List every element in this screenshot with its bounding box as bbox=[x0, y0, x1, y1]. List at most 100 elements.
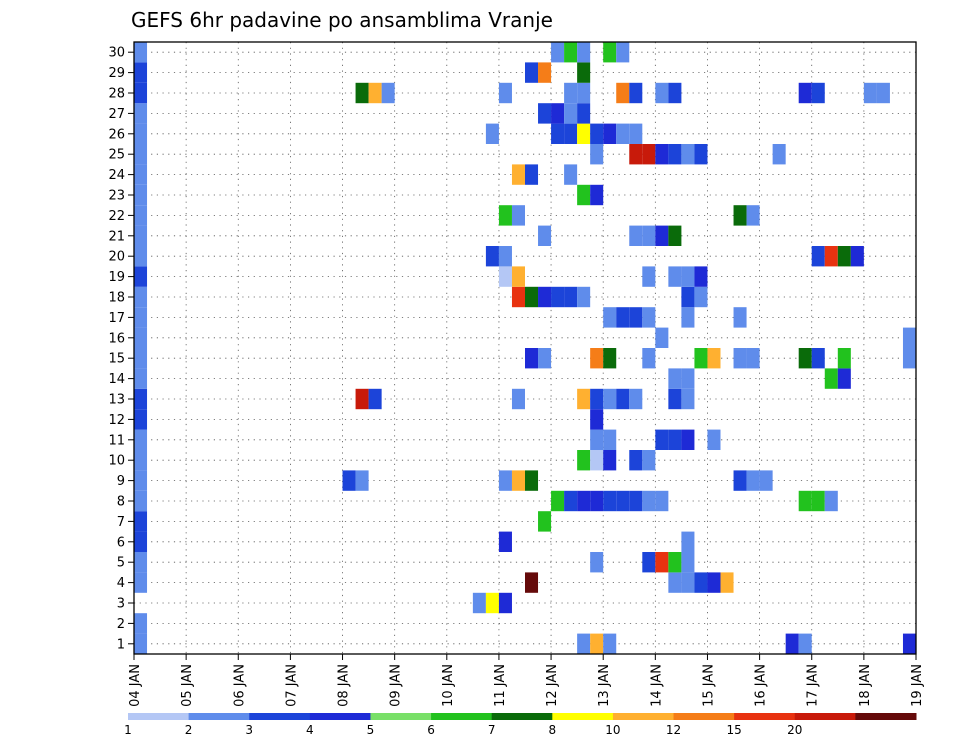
precip-cell bbox=[538, 286, 552, 308]
precip-cell bbox=[525, 286, 539, 308]
precip-cell bbox=[655, 552, 669, 573]
precip-cell bbox=[681, 286, 695, 308]
precip-cell bbox=[577, 184, 591, 206]
precip-cell bbox=[551, 490, 565, 512]
x-tick-label: 06 JAN bbox=[232, 664, 247, 707]
precip-cell bbox=[655, 429, 669, 450]
precip-cell bbox=[577, 62, 591, 83]
precip-cell bbox=[642, 266, 656, 287]
precip-cell bbox=[616, 123, 630, 144]
precip-cell bbox=[355, 470, 369, 491]
precip-cell bbox=[134, 531, 148, 552]
colorbar-swatch bbox=[612, 713, 675, 720]
precip-cell bbox=[694, 144, 708, 165]
y-tick-label: 1 bbox=[117, 637, 125, 652]
precip-cell bbox=[629, 450, 643, 471]
precip-cell bbox=[551, 286, 565, 308]
precip-cell bbox=[134, 490, 148, 512]
colorbar-label: 7 bbox=[488, 723, 496, 737]
precip-cell bbox=[577, 490, 591, 512]
precip-cell bbox=[642, 490, 656, 512]
colorbar-swatch bbox=[794, 713, 856, 720]
colorbar-label: 15 bbox=[727, 723, 742, 737]
precip-cell bbox=[134, 205, 148, 226]
precip-cell bbox=[525, 572, 539, 593]
x-tick-label: 14 JAN bbox=[649, 664, 664, 707]
colorbar-label: 4 bbox=[306, 723, 314, 737]
precip-cell bbox=[681, 531, 695, 552]
colorbar-swatch bbox=[431, 713, 493, 720]
precip-cell bbox=[134, 633, 148, 654]
x-axis: 04 JAN 05 JAN 06 JAN 07 JAN 08 JAN 09 JAN 10 J… bbox=[128, 654, 925, 707]
precip-cell bbox=[525, 164, 539, 185]
precip-cell bbox=[590, 144, 604, 165]
x-tick-label: 13 JAN bbox=[597, 664, 612, 707]
precip-cell bbox=[850, 246, 864, 267]
y-tick-label: 23 bbox=[108, 189, 125, 204]
precip-cell bbox=[551, 103, 565, 124]
precip-cell bbox=[472, 592, 486, 614]
precip-cell bbox=[720, 572, 734, 593]
y-tick-label: 8 bbox=[117, 495, 125, 510]
precip-cell bbox=[616, 307, 630, 328]
precip-cell bbox=[629, 123, 643, 144]
colorbar-label: 20 bbox=[787, 723, 802, 737]
precip-cell bbox=[590, 490, 604, 512]
precip-cell bbox=[668, 572, 682, 593]
precip-cell bbox=[511, 164, 525, 185]
precip-cell bbox=[668, 368, 682, 389]
precip-cell bbox=[564, 103, 578, 124]
precip-cell bbox=[134, 368, 148, 389]
precip-cell bbox=[655, 144, 669, 165]
precip-cell bbox=[655, 82, 669, 104]
precip-cell bbox=[824, 490, 838, 512]
colorbar-swatch bbox=[309, 713, 371, 720]
precip-cell bbox=[485, 246, 499, 267]
precip-cell bbox=[629, 307, 643, 328]
precip-cell bbox=[498, 266, 512, 287]
precip-cell bbox=[746, 470, 760, 491]
precip-cell bbox=[629, 82, 643, 104]
precip-cell bbox=[798, 490, 812, 512]
precip-cell bbox=[577, 103, 591, 124]
precip-cell bbox=[681, 307, 695, 328]
x-tick-label: 04 JAN bbox=[128, 664, 143, 707]
y-tick-label: 20 bbox=[108, 250, 125, 265]
precip-cell bbox=[603, 123, 617, 144]
colorbar-swatch bbox=[249, 713, 311, 720]
precip-cell bbox=[511, 388, 525, 410]
precip-cell bbox=[902, 633, 916, 654]
precip-cell bbox=[498, 246, 512, 267]
colorbar-swatch bbox=[673, 713, 735, 720]
precip-cell bbox=[134, 286, 148, 308]
precip-cell bbox=[681, 552, 695, 573]
precip-cell bbox=[668, 552, 682, 573]
colorbar-label: 8 bbox=[548, 723, 556, 737]
precip-cell bbox=[538, 103, 552, 124]
precip-cell bbox=[511, 286, 525, 308]
y-tick-label: 25 bbox=[108, 148, 125, 163]
precip-cell bbox=[707, 348, 721, 369]
precip-cell bbox=[902, 327, 916, 348]
precip-cell bbox=[668, 429, 682, 450]
precip-cell bbox=[681, 429, 695, 450]
precip-cell bbox=[694, 286, 708, 308]
precip-cell bbox=[759, 470, 773, 491]
precip-cell bbox=[590, 123, 604, 144]
precip-cell bbox=[772, 144, 786, 165]
precip-cell bbox=[629, 490, 643, 512]
precip-cell bbox=[485, 592, 499, 614]
colorbar-swatch bbox=[188, 713, 250, 720]
precip-cell bbox=[577, 123, 591, 144]
precip-cell bbox=[498, 205, 512, 226]
colorbar-label: 10 bbox=[605, 723, 620, 737]
precip-cell bbox=[590, 450, 604, 471]
precip-cell bbox=[134, 82, 148, 104]
precip-cell bbox=[355, 82, 369, 104]
precip-cell bbox=[498, 82, 512, 104]
y-tick-label: 5 bbox=[117, 556, 125, 571]
y-tick-label: 7 bbox=[117, 515, 125, 530]
precip-cell bbox=[668, 82, 682, 104]
colorbar-label: 12 bbox=[666, 723, 681, 737]
